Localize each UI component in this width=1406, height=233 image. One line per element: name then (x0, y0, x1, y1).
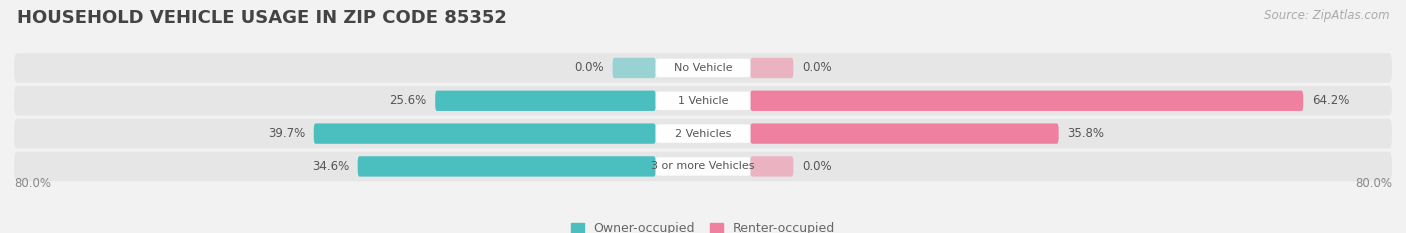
FancyBboxPatch shape (314, 123, 655, 144)
FancyBboxPatch shape (436, 91, 655, 111)
FancyBboxPatch shape (751, 91, 1303, 111)
Text: 0.0%: 0.0% (801, 160, 832, 173)
FancyBboxPatch shape (751, 156, 793, 177)
Text: 64.2%: 64.2% (1312, 94, 1350, 107)
Text: 34.6%: 34.6% (312, 160, 349, 173)
FancyBboxPatch shape (655, 59, 751, 77)
FancyBboxPatch shape (14, 53, 1392, 83)
Text: 80.0%: 80.0% (14, 177, 51, 190)
Text: 1 Vehicle: 1 Vehicle (678, 96, 728, 106)
FancyBboxPatch shape (655, 157, 751, 176)
Text: Source: ZipAtlas.com: Source: ZipAtlas.com (1264, 9, 1389, 22)
Text: 2 Vehicles: 2 Vehicles (675, 129, 731, 139)
FancyBboxPatch shape (14, 152, 1392, 181)
FancyBboxPatch shape (357, 156, 655, 177)
Text: 0.0%: 0.0% (801, 62, 832, 74)
Text: 3 or more Vehicles: 3 or more Vehicles (651, 161, 755, 171)
FancyBboxPatch shape (751, 58, 793, 78)
FancyBboxPatch shape (14, 86, 1392, 116)
Text: 35.8%: 35.8% (1067, 127, 1104, 140)
FancyBboxPatch shape (751, 123, 1059, 144)
Legend: Owner-occupied, Renter-occupied: Owner-occupied, Renter-occupied (571, 222, 835, 233)
FancyBboxPatch shape (655, 124, 751, 143)
FancyBboxPatch shape (14, 119, 1392, 148)
FancyBboxPatch shape (613, 58, 655, 78)
Text: No Vehicle: No Vehicle (673, 63, 733, 73)
FancyBboxPatch shape (655, 92, 751, 110)
Text: HOUSEHOLD VEHICLE USAGE IN ZIP CODE 85352: HOUSEHOLD VEHICLE USAGE IN ZIP CODE 8535… (17, 9, 506, 27)
Text: 25.6%: 25.6% (389, 94, 426, 107)
Text: 80.0%: 80.0% (1355, 177, 1392, 190)
Text: 0.0%: 0.0% (574, 62, 605, 74)
Text: 39.7%: 39.7% (269, 127, 305, 140)
